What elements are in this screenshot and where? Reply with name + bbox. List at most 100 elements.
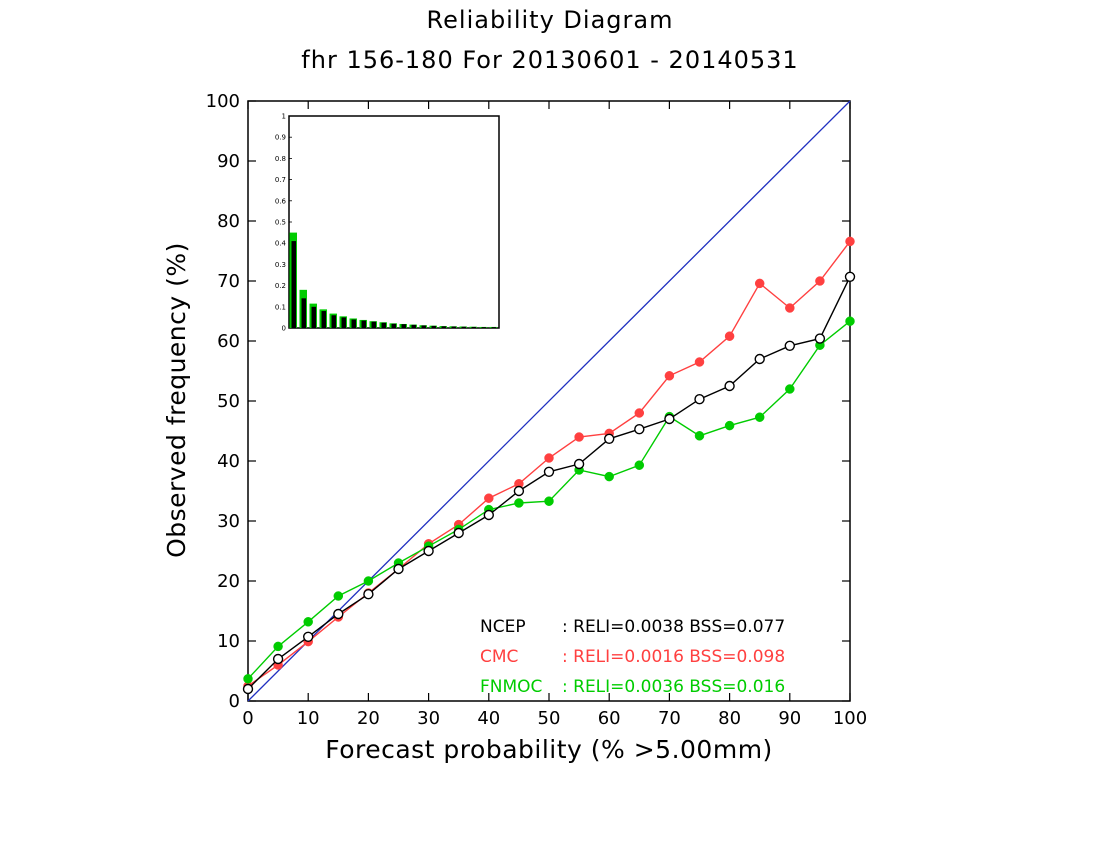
data-point-cmc xyxy=(754,278,765,289)
legend: NCEP : RELI=0.0038 BSS=0.077 CMC : RELI=0.0… xyxy=(480,617,785,697)
chart-subtitle: fhr 156-180 For 20130601 - 20140531 xyxy=(301,46,799,74)
inset-y-tick-label: 0.5 xyxy=(275,219,286,227)
inset-bar-ncep xyxy=(361,320,366,328)
main-axes: 0 10 20 30 40 50 60 70 80 90 100010203040506070809… xyxy=(206,91,868,729)
inset-y-tick-label: 0.3 xyxy=(275,261,286,269)
x-axis-label: Forecast probability (% >5.00mm) xyxy=(325,735,773,764)
y-tick-label: 50 xyxy=(217,391,240,412)
data-point-ncep xyxy=(303,631,314,642)
data-point-ncep xyxy=(784,340,795,351)
series-ncep xyxy=(242,271,856,695)
perfect-reliability-line xyxy=(247,100,851,702)
x-tick-label: 30 xyxy=(417,708,440,729)
inset-y-tick-label: 0.6 xyxy=(275,197,287,205)
data-point-cmc xyxy=(664,371,675,381)
inset-bar-ncep xyxy=(291,241,296,328)
inset-y-tick-label: 0.1 xyxy=(275,303,286,311)
data-point-cmc xyxy=(815,276,825,286)
y-tick-label: 90 xyxy=(217,151,240,172)
y-axis-label: Observed frequency (%) xyxy=(162,242,191,558)
inset-bar-ncep xyxy=(331,315,336,328)
y-tick-label: 30 xyxy=(217,511,240,532)
data-point-cmc xyxy=(785,303,795,313)
data-point-ncep xyxy=(363,589,374,600)
data-point-ncep xyxy=(814,333,826,344)
data-point-fnmoc xyxy=(243,674,253,684)
data-point-ncep xyxy=(423,545,434,557)
data-point-cmc xyxy=(544,453,554,463)
inset-bar-ncep xyxy=(431,325,436,328)
inset-bar-ncep xyxy=(371,321,376,328)
data-point-ncep xyxy=(634,424,645,435)
y-tick-label: 10 xyxy=(217,631,240,652)
legend-stats-ncep: : RELI=0.0038 BSS=0.077 xyxy=(562,617,785,637)
inset-bar-ncep xyxy=(441,326,446,328)
data-point-ncep xyxy=(453,527,464,539)
data-point-ncep xyxy=(543,466,555,477)
data-point-cmc xyxy=(724,331,735,341)
legend-stats-cmc: : RELI=0.0016 BSS=0.098 xyxy=(562,647,785,667)
data-point-ncep xyxy=(604,433,615,444)
x-tick-label: 90 xyxy=(778,708,801,729)
inset-bar-ncep xyxy=(301,298,306,328)
data-point-ncep xyxy=(393,563,404,575)
inset-y-tick-label: 0.2 xyxy=(275,282,286,290)
inset-bar-ncep xyxy=(341,317,346,328)
x-tick-label: 70 xyxy=(658,708,681,729)
data-point-fnmoc xyxy=(754,412,765,422)
data-point-fnmoc xyxy=(845,316,855,326)
inset-y-tick-label: 0.7 xyxy=(275,176,286,184)
data-point-ncep xyxy=(694,394,705,405)
y-tick-label: 60 xyxy=(217,331,240,352)
inset-bar-ncep xyxy=(381,322,386,328)
data-point-fnmoc xyxy=(785,384,795,394)
inset-y-tick-label: 0 xyxy=(282,325,286,333)
data-point-ncep xyxy=(272,653,284,665)
x-tick-label: 60 xyxy=(598,708,621,729)
x-tick-label: 40 xyxy=(477,708,500,729)
inset-bar-ncep xyxy=(321,311,326,328)
data-point-ncep xyxy=(844,271,856,282)
y-tick-label: 20 xyxy=(217,571,240,592)
data-point-ncep xyxy=(483,509,494,521)
data-point-ncep xyxy=(513,485,525,497)
x-tick-label: 100 xyxy=(833,708,867,729)
legend-stats-fnmoc: : RELI=0.0036 BSS=0.016 xyxy=(562,677,785,697)
y-tick-label: 100 xyxy=(206,91,240,112)
inset-bar-ncep xyxy=(451,326,456,328)
chart-title: Reliability Diagram xyxy=(426,6,674,34)
inset-y-tick-label: 0.8 xyxy=(275,155,286,163)
y-tick-label: 0 xyxy=(229,691,240,712)
legend-name-ncep: NCEP xyxy=(480,617,526,637)
x-tick-label: 10 xyxy=(297,708,320,729)
data-point-ncep xyxy=(573,458,585,470)
data-point-fnmoc xyxy=(363,576,374,586)
inset-bar-ncep xyxy=(481,327,486,328)
y-tick-label: 80 xyxy=(217,211,240,232)
data-point-cmc xyxy=(574,432,584,442)
data-point-ncep xyxy=(724,380,735,392)
data-point-ncep xyxy=(333,608,344,620)
x-tick-label: 80 xyxy=(718,708,741,729)
inset-bar-ncep xyxy=(461,326,466,328)
inset-bar-ncep xyxy=(311,306,316,328)
data-point-ncep xyxy=(242,683,254,695)
data-point-cmc xyxy=(694,357,705,367)
inset-bar-ncep xyxy=(401,324,406,328)
data-point-cmc xyxy=(845,236,855,247)
data-point-fnmoc xyxy=(724,420,735,431)
legend-name-cmc: CMC xyxy=(480,647,518,667)
data-point-fnmoc xyxy=(273,641,283,652)
x-tick-label: 20 xyxy=(357,708,380,729)
inset-frame xyxy=(288,115,500,329)
data-point-fnmoc xyxy=(544,496,554,506)
data-point-ncep xyxy=(664,413,675,425)
data-point-fnmoc xyxy=(634,460,645,470)
inset-y-tick-label: 0.4 xyxy=(275,240,287,248)
data-point-fnmoc xyxy=(303,617,313,627)
data-point-cmc xyxy=(484,493,494,503)
inset-y-tick-label: 0.9 xyxy=(275,134,286,142)
data-point-fnmoc xyxy=(694,431,705,441)
series-layer xyxy=(242,236,856,695)
